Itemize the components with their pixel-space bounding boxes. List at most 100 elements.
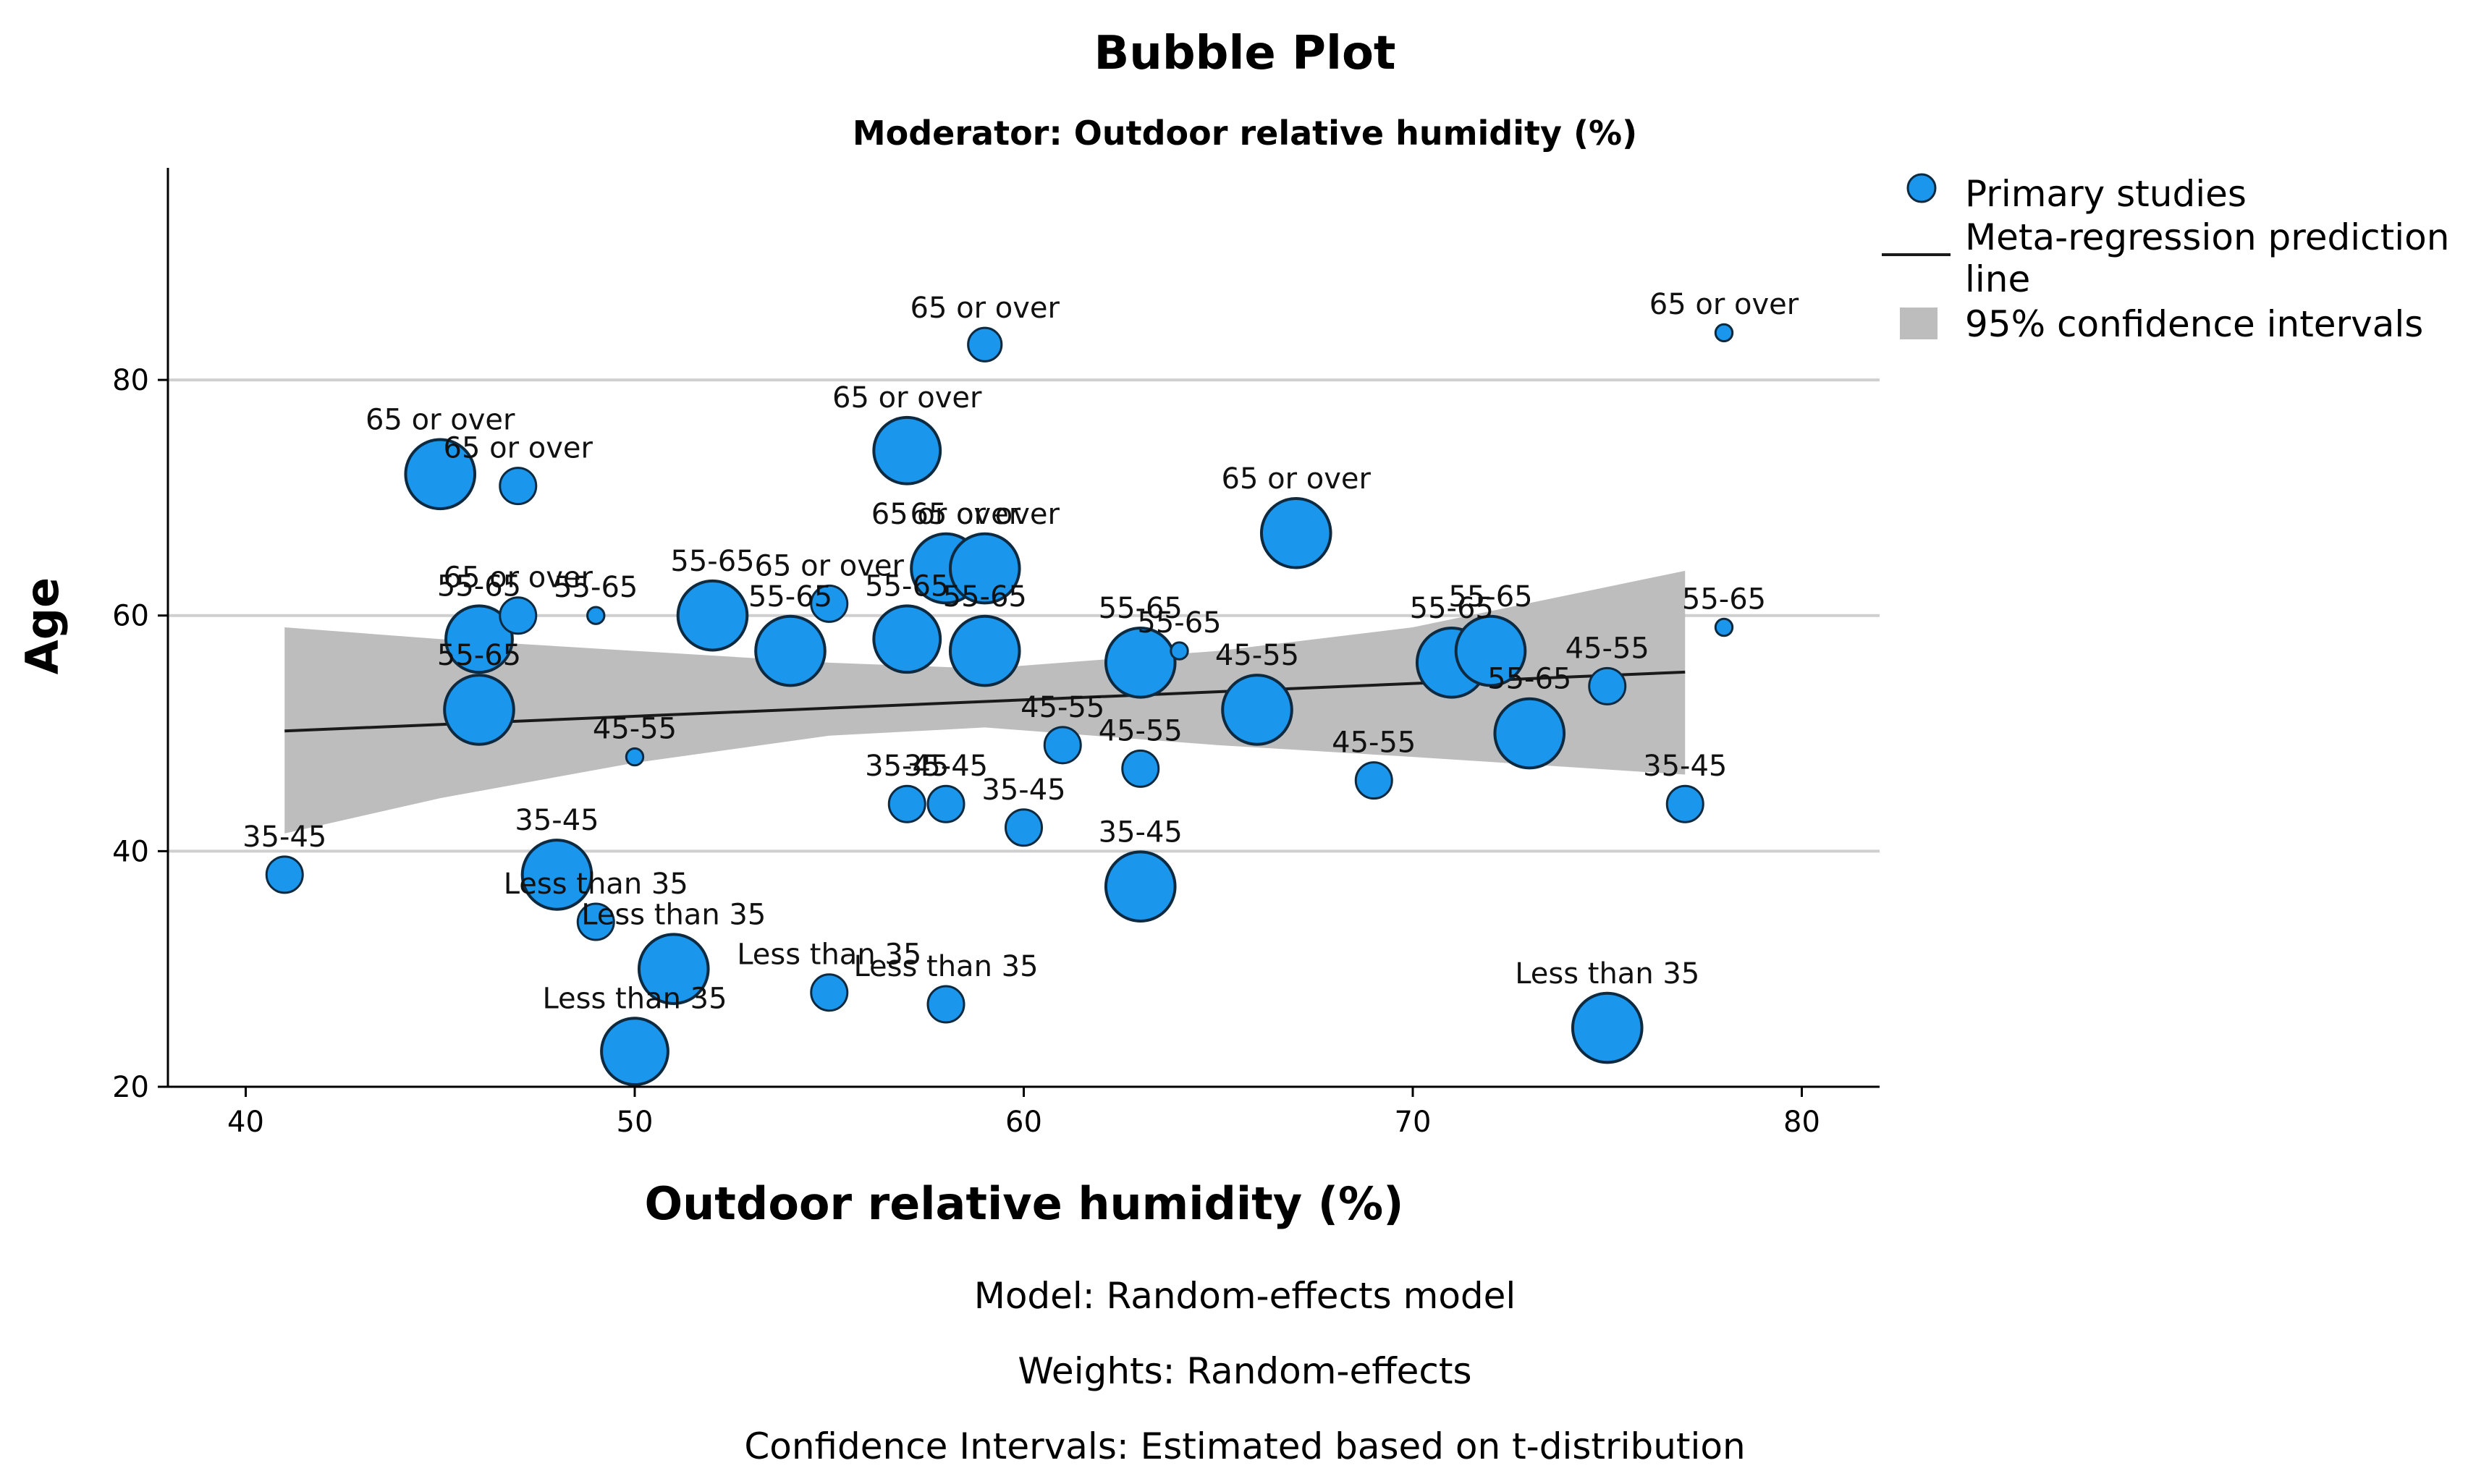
x-tick-label-50: 50 xyxy=(617,1106,654,1139)
bubble-39 xyxy=(1665,784,1704,823)
point-label-11: Less than 35 xyxy=(581,898,766,931)
y-axis-title: Age xyxy=(16,577,69,674)
ci-note: Confidence Intervals: Estimated based on… xyxy=(744,1425,1745,1467)
point-label-8: Less than 35 xyxy=(504,868,688,901)
point-label-17: 55-65 xyxy=(865,569,949,603)
bubble-10 xyxy=(600,1017,669,1087)
bubble-8 xyxy=(576,902,615,941)
bubble-20 xyxy=(926,784,965,823)
y-tick-label-80: 80 xyxy=(112,364,149,397)
legend-label-prediction-line: Meta-regression prediction line xyxy=(1965,216,2461,300)
point-label-12: 55-65 xyxy=(670,545,754,578)
x-ticks: 40 50 60 70 80 xyxy=(227,1087,1820,1139)
bubble-31 xyxy=(1221,674,1293,746)
bubble-22 xyxy=(967,326,1003,362)
y-ticks: 20 40 60 80 xyxy=(112,364,168,1104)
bubble-26 xyxy=(1043,726,1082,765)
point-label-23: 65 or over xyxy=(910,498,1060,531)
bubble-12 xyxy=(676,579,749,652)
point-label-29: 35-45 xyxy=(1099,815,1183,849)
point-label-37: 45-55 xyxy=(1565,632,1649,665)
point-label-15: Less than 35 xyxy=(737,938,921,972)
point-label-7: 55-65 xyxy=(554,571,638,604)
point-label-6: 35-45 xyxy=(515,804,599,837)
model-note: Model: Random-effects model xyxy=(974,1275,1516,1317)
bubble-3 xyxy=(443,674,515,746)
point-label-18: 35-45 xyxy=(865,750,949,783)
point-label-40: 65 or over xyxy=(1649,288,1799,321)
point-label-27: 55-65 xyxy=(1099,592,1183,625)
point-label-1: 65 or over xyxy=(365,404,515,437)
point-label-19: 65 or over xyxy=(871,498,1021,531)
bubble-7 xyxy=(586,606,606,625)
point-label-5: 65 or over xyxy=(444,561,593,595)
point-label-24: 55-65 xyxy=(943,580,1027,614)
point-label-26: 45-55 xyxy=(1020,691,1104,724)
y-tick-label-20: 20 xyxy=(112,1071,149,1104)
point-label-41: 55-65 xyxy=(1682,582,1766,616)
point-label-3: 55-65 xyxy=(437,639,521,672)
point-label-14: 65 or over xyxy=(755,549,905,582)
y-tick-label-60: 60 xyxy=(112,600,149,633)
point-label-38: Less than 35 xyxy=(1515,957,1699,991)
chart-title: Bubble Plot xyxy=(1094,27,1396,80)
bubble-14 xyxy=(810,584,849,623)
point-label-25: 35-45 xyxy=(981,773,1065,807)
bubble-25 xyxy=(1005,808,1043,847)
point-label-10: Less than 35 xyxy=(542,982,727,1015)
point-label-22: 65 or over xyxy=(910,292,1060,325)
point-label-2: 55-65 xyxy=(437,569,521,603)
point-label-21: Less than 35 xyxy=(853,950,1038,983)
bubble-18 xyxy=(887,784,926,823)
bubble-29 xyxy=(1104,850,1177,923)
legend: Primary studies Meta-regression predicti… xyxy=(1882,173,2461,345)
bubble-38 xyxy=(1571,991,1644,1064)
bubble-2 xyxy=(444,604,514,674)
bubble-15 xyxy=(810,973,849,1012)
point-label-28: 45-55 xyxy=(1099,714,1183,747)
bubble-32 xyxy=(1259,496,1332,569)
bubble-27 xyxy=(1104,627,1177,699)
point-label-16: 65 or over xyxy=(832,381,982,415)
bubble-17 xyxy=(872,604,942,674)
bubble-16 xyxy=(872,415,942,486)
point-label-30: 55-65 xyxy=(1137,606,1221,640)
bubble-11 xyxy=(637,933,710,1005)
point-label-4: 65 or over xyxy=(444,432,593,465)
bubble-5 xyxy=(499,596,538,635)
legend-label-primary-studies: Primary studies xyxy=(1965,173,2247,215)
x-axis-title: Outdoor relative humidity (%) xyxy=(644,1177,1403,1230)
x-tick-label-70: 70 xyxy=(1395,1106,1432,1139)
point-label-31: 45-55 xyxy=(1215,639,1299,672)
bubble-6 xyxy=(520,839,593,911)
bubble-35 xyxy=(1454,614,1527,687)
legend-marker-icon xyxy=(1906,173,1937,203)
bubble-30 xyxy=(1170,641,1189,661)
point-label-39: 35-45 xyxy=(1643,750,1727,783)
bubble-1 xyxy=(404,438,477,511)
point-label-13: 55-65 xyxy=(748,580,832,614)
legend-area-icon xyxy=(1900,308,1937,339)
point-label-20: 35-45 xyxy=(904,750,988,783)
bubble-28 xyxy=(1121,749,1160,788)
point-label-35: 55-65 xyxy=(1448,580,1532,614)
x-tick-label-60: 60 xyxy=(1005,1106,1042,1139)
point-label-9: 45-55 xyxy=(593,712,677,745)
bubble-36 xyxy=(1493,697,1566,770)
point-label-36: 55-65 xyxy=(1487,663,1571,696)
bubble-9 xyxy=(625,747,645,767)
bubble-37 xyxy=(1588,666,1627,705)
y-tick-label-40: 40 xyxy=(112,835,149,868)
bubble-0 xyxy=(265,855,304,894)
bubble-23 xyxy=(948,532,1021,605)
chart-subtitle: Moderator: Outdoor relative humidity (%) xyxy=(853,114,1637,153)
bubble-13 xyxy=(754,614,827,687)
bubble-41 xyxy=(1714,617,1734,637)
point-label-32: 65 or over xyxy=(1222,462,1372,496)
bubble-21 xyxy=(926,985,965,1024)
legend-label-prediction-line-1: Meta-regression prediction xyxy=(1965,216,2449,258)
weights-note: Weights: Random-effects xyxy=(1018,1350,1471,1392)
